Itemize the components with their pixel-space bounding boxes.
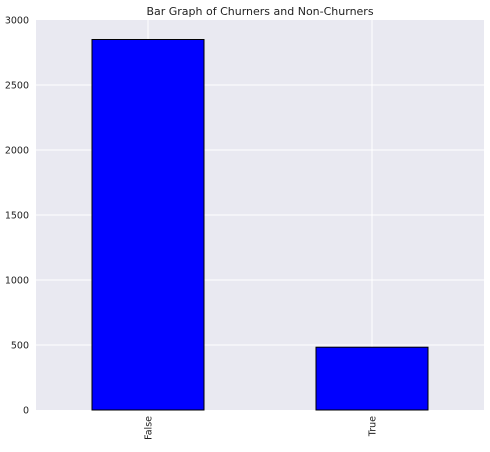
bars (91, 39, 429, 411)
x-tick-label: True (368, 416, 379, 437)
x-tick-label: False (144, 416, 155, 440)
y-tick-label: 3000 (5, 16, 29, 27)
y-tick-label: 0 (23, 406, 29, 417)
x-axis-ticks: False True (144, 416, 379, 440)
y-tick-label: 1000 (5, 276, 29, 287)
y-tick-label: 2000 (5, 146, 29, 157)
y-axis-ticks: 0 500 1000 1500 2000 2500 3000 (5, 16, 29, 417)
chart-title: Bar Graph of Churners and Non-Churners (146, 5, 373, 18)
y-tick-label: 500 (11, 341, 29, 352)
bar-false (91, 39, 205, 411)
y-tick-label: 2500 (5, 81, 29, 92)
bar-true (315, 346, 429, 411)
y-tick-label: 1500 (5, 211, 29, 222)
